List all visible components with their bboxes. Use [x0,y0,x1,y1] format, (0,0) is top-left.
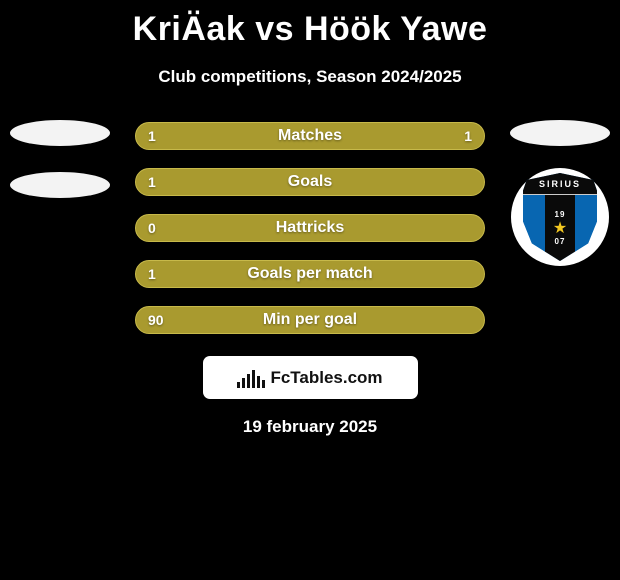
stat-value-left: 1 [148,174,156,190]
page-subtitle: Club competitions, Season 2024/2025 [158,67,461,87]
stat-row-matches: 1 Matches 1 [135,122,485,150]
comparison-card: KriÄak vs Höök Yawe Club competitions, S… [0,0,620,437]
stat-label: Min per goal [263,311,357,329]
stat-value-left: 1 [148,266,156,282]
chart-icon [237,368,265,388]
stat-label: Goals [288,173,332,191]
chart-bar [237,382,240,388]
stat-row-goals: 1 Goals [135,168,485,196]
date: 19 february 2025 [243,417,377,437]
chart-bar [247,374,250,388]
stat-row-hattricks: 0 Hattricks [135,214,485,242]
stat-row-mpg: 90 Min per goal [135,306,485,334]
chart-bar [252,370,255,388]
stat-value-left: 0 [148,220,156,236]
stat-label: Goals per match [247,265,372,283]
stat-value-left: 90 [148,312,164,328]
stat-label: Hattricks [276,219,344,237]
chart-bar [257,376,260,388]
watermark: FcTables.com [203,356,418,399]
stat-value-left: 1 [148,128,156,144]
page-title: KriÄak vs Höök Yawe [133,10,488,49]
chart-bar [242,378,245,388]
stat-label: Matches [278,127,342,145]
stats-column: 1 Matches 1 1 Goals 0 Hattricks 1 Goals … [135,122,485,334]
chart-bar [262,380,265,388]
stats-area: 1 Matches 1 1 Goals 0 Hattricks 1 Goals … [0,122,620,334]
watermark-text: FcTables.com [270,368,382,388]
stat-row-gpm: 1 Goals per match [135,260,485,288]
stat-value-right: 1 [464,128,472,144]
